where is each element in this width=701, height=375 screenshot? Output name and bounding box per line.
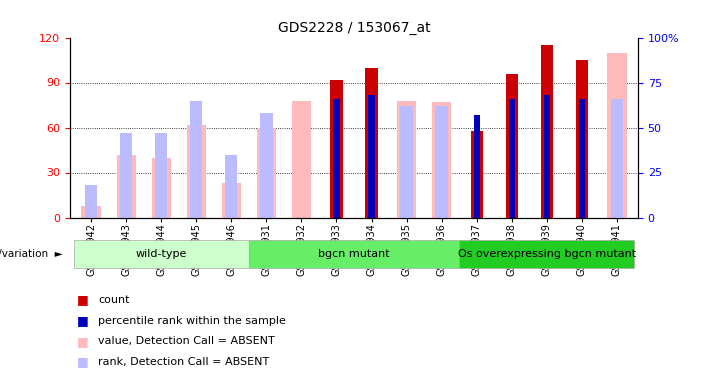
Bar — [607, 53, 627, 217]
Text: percentile rank within the sample: percentile rank within the sample — [98, 316, 286, 326]
Text: value, Detection Call = ABSENT: value, Detection Call = ABSENT — [98, 336, 275, 346]
Bar — [474, 115, 479, 218]
Bar — [257, 128, 276, 218]
Bar — [85, 185, 97, 218]
Text: ■: ■ — [77, 335, 89, 348]
Bar — [292, 100, 311, 218]
Bar — [225, 154, 238, 218]
Bar — [81, 206, 101, 218]
Bar — [432, 102, 451, 218]
Bar — [470, 130, 483, 218]
Bar — [544, 95, 550, 218]
Text: bgcn mutant: bgcn mutant — [318, 249, 390, 259]
Text: count: count — [98, 295, 130, 305]
Bar — [397, 100, 416, 218]
Bar — [155, 133, 168, 218]
Bar — [186, 124, 206, 217]
Bar — [435, 106, 448, 218]
Bar — [330, 80, 343, 218]
Bar — [365, 68, 378, 218]
Bar — [459, 240, 634, 268]
Text: genotype/variation  ►: genotype/variation ► — [0, 249, 63, 259]
Bar — [505, 74, 518, 217]
Bar — [190, 100, 203, 218]
Bar — [400, 106, 413, 218]
Text: ■: ■ — [77, 294, 89, 306]
Text: Os overexpressing bgcn mutant: Os overexpressing bgcn mutant — [458, 249, 636, 259]
Bar — [249, 240, 459, 268]
Bar — [369, 95, 374, 218]
Bar — [334, 99, 339, 218]
Bar — [540, 45, 553, 218]
Title: GDS2228 / 153067_at: GDS2228 / 153067_at — [278, 21, 430, 35]
Text: wild-type: wild-type — [135, 249, 187, 259]
Bar — [120, 133, 132, 218]
Bar — [509, 99, 515, 218]
Bar — [74, 240, 249, 268]
Text: ■: ■ — [77, 314, 89, 327]
Bar — [222, 183, 241, 218]
Bar — [260, 113, 273, 218]
Text: rank, Detection Call = ABSENT: rank, Detection Call = ABSENT — [98, 357, 269, 367]
Bar — [578, 99, 585, 218]
Bar — [116, 154, 136, 218]
Bar — [611, 99, 623, 218]
Bar — [576, 60, 588, 217]
Text: ■: ■ — [77, 356, 89, 368]
Bar — [151, 158, 171, 218]
